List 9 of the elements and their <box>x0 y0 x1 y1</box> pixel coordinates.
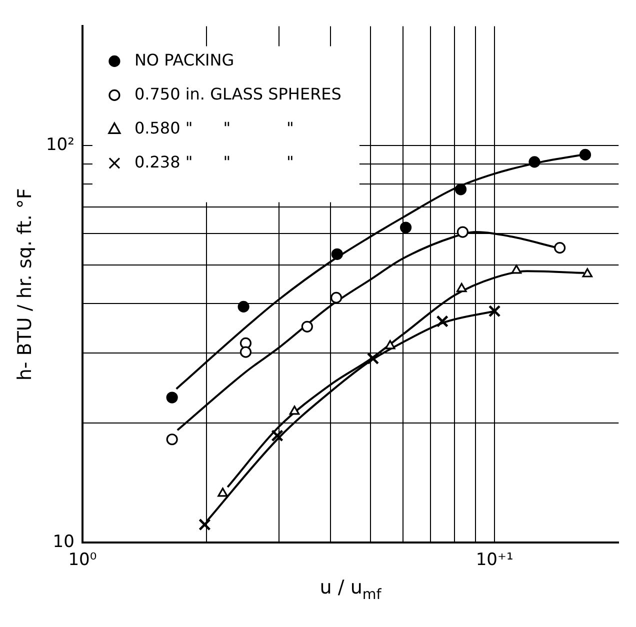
y-tick-label: 10 <box>52 532 74 552</box>
legend-label: 0.580 " " " <box>134 118 294 138</box>
y-tick-label: 10² <box>46 135 74 156</box>
x-tick-label: 10⁺¹ <box>476 550 514 570</box>
legend-label: NO PACKING <box>134 50 234 70</box>
legend-label: 0.750 in. GLASS SPHERES <box>134 84 342 104</box>
x-tick-label: 10⁰ <box>68 550 97 570</box>
y-axis-title: h- BTU / hr. sq. ft. °F <box>14 188 36 381</box>
legend-label: 0.238 " " " <box>134 152 294 172</box>
